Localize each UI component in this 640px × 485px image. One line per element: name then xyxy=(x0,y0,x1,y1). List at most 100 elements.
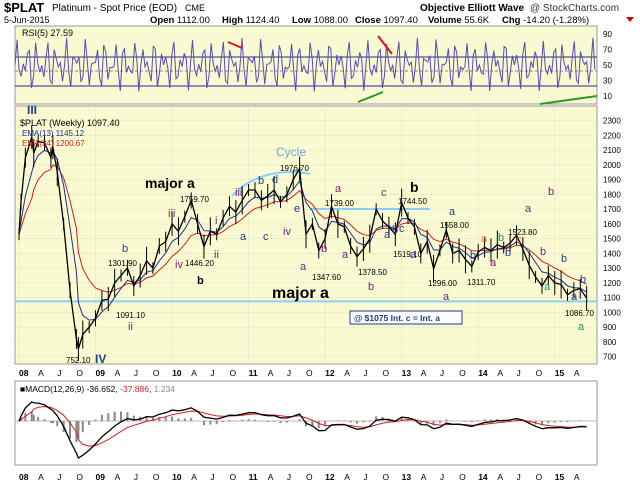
price-annotation: 1347.60 xyxy=(312,273,341,282)
wave-label: a xyxy=(571,291,578,303)
wave-label: b xyxy=(122,243,128,255)
price-annotation: 1091.10 xyxy=(116,311,145,320)
x-tick-label: O xyxy=(76,368,83,378)
y-tick-label: 1700 xyxy=(603,205,621,214)
x-tick-label: 11 xyxy=(249,472,258,482)
x-tick-label: A xyxy=(268,368,274,378)
open-value: 1112.00 xyxy=(177,15,210,26)
rsi-panel: RSI(5) 27.59 90 70 50 30 10 xyxy=(14,25,612,105)
price-line xyxy=(18,136,588,350)
x-tick-label: 10 xyxy=(172,368,182,378)
wave-label: iv xyxy=(175,259,183,271)
x-tick-label: 11 xyxy=(249,368,258,378)
x-tick-label: A xyxy=(115,368,121,378)
x-tick-label: A xyxy=(344,368,350,378)
y-tick-label: 2300 xyxy=(603,117,621,126)
price-annotation: 1739.00 xyxy=(325,199,354,208)
x-tick-label: O xyxy=(153,368,160,378)
x-tick-label: A xyxy=(191,368,197,378)
price-annotation: 1759.70 xyxy=(180,195,209,204)
ema13-label: EMA(13) 1145.12 xyxy=(22,129,85,138)
rsi-tick-label: 30 xyxy=(603,77,612,86)
y-tick-label: 1200 xyxy=(603,279,621,288)
exchange-label: CME xyxy=(185,3,205,13)
x-tick-label: J xyxy=(440,368,444,378)
wave-label: a xyxy=(481,233,488,245)
wave-label: a xyxy=(410,249,417,261)
wave-label: d xyxy=(272,174,278,186)
price-annotation: 1558.00 xyxy=(440,221,469,230)
price-annotation: 1311.70 xyxy=(467,278,496,287)
low-value: 1088.00 xyxy=(314,15,348,26)
rsi-ticks: 90 70 50 30 10 xyxy=(603,30,612,101)
wave-III: III xyxy=(27,103,37,117)
rsi-tick-label: 50 xyxy=(603,61,612,70)
y-tick-label: 1800 xyxy=(603,190,621,199)
cycle-arc xyxy=(231,171,311,197)
y-tick-label: 1300 xyxy=(603,264,621,273)
x-tick-label: A xyxy=(115,472,121,482)
chg-value: -14.20 (-1.28%) xyxy=(523,15,589,26)
x-tick-label: 09 xyxy=(96,368,106,378)
price-title: $PLAT (Weekly) 1097.40 xyxy=(20,118,120,128)
instrument-name: Platinum - Spot Price (EOD) xyxy=(52,3,177,14)
price-annotation: 752.10 xyxy=(66,356,91,365)
macd-hist-value: 1.234 xyxy=(154,384,176,394)
y-tick-label: 2100 xyxy=(603,146,621,155)
price-annotation: 1523.80 xyxy=(508,228,537,237)
y-tick-label: 1500 xyxy=(603,235,621,244)
macd-panel: ■MACD(12,26,9) -36.652, -37.886, 1.234 xyxy=(14,380,598,466)
price-annotation: 1519.10 xyxy=(393,250,422,259)
x-tick-label: 10 xyxy=(172,472,182,482)
x-tick-label: J xyxy=(516,472,520,482)
y-tick-label: 1000 xyxy=(603,308,621,317)
wave-label: b xyxy=(561,253,567,265)
price-annotation: 1296.00 xyxy=(428,279,457,288)
wave-label: c xyxy=(399,223,405,235)
x-tick-label: J xyxy=(363,472,367,482)
wave-label: c xyxy=(516,234,522,246)
high-value: 1124.40 xyxy=(246,15,280,26)
rsi-divergence-green-1 xyxy=(357,91,384,103)
x-tick-label: A xyxy=(497,472,503,482)
x-tick-label: O xyxy=(76,472,83,482)
y-tick-label: 800 xyxy=(603,338,617,347)
x-tick-label: A xyxy=(497,368,503,378)
rsi-divergence-red-2 xyxy=(377,35,393,55)
volume-label: Volume 55.6K xyxy=(428,15,490,26)
open-label: Open 1112.00 xyxy=(150,15,210,26)
ema34-label: EMA(34) 1200.67 xyxy=(22,139,85,148)
x-tick-label: O xyxy=(306,368,313,378)
x-tick-label: 15 xyxy=(555,368,565,378)
x-tick-label: 08 xyxy=(19,368,29,378)
wave-label: a xyxy=(490,257,497,269)
macd-signal-value: -37.886 xyxy=(120,384,149,394)
target-box xyxy=(349,310,463,325)
price-panel: 700 800 900 1000 1100 1200 1300 1400 1500 1600 170… xyxy=(14,103,621,366)
wave-IV: IV xyxy=(95,352,106,366)
price-annotation: 1378.50 xyxy=(358,268,387,277)
x-tick-label: J xyxy=(440,472,444,482)
price-bars xyxy=(18,124,588,361)
macd-line xyxy=(18,401,587,459)
x-tick-label: J xyxy=(516,368,520,378)
y-tick-label: 900 xyxy=(603,323,617,332)
x-tick-label: 13 xyxy=(402,368,412,378)
wave-label: a xyxy=(525,203,532,215)
x-tick-label: A xyxy=(344,472,350,482)
wave-label: a xyxy=(240,231,247,243)
x-tick-label: A xyxy=(38,472,44,482)
x-tick-label: J xyxy=(134,368,138,378)
low-label: Low 1088.00 xyxy=(292,15,348,26)
x-tick-label: O xyxy=(536,368,543,378)
chg-label: Chg -14.20 (-1.28%) xyxy=(502,15,589,26)
wave-label: Cycle xyxy=(276,145,306,159)
symbol-label: $PLAT xyxy=(4,0,44,15)
rsi-panel-bg xyxy=(14,25,598,105)
wave-label: c xyxy=(263,231,269,243)
x-tick-label: A xyxy=(574,472,580,482)
x-tick-label: O xyxy=(383,472,390,482)
y-tick-label: 2000 xyxy=(603,161,621,170)
x-tick-label: J xyxy=(363,368,367,378)
wave-label: b xyxy=(197,275,204,287)
